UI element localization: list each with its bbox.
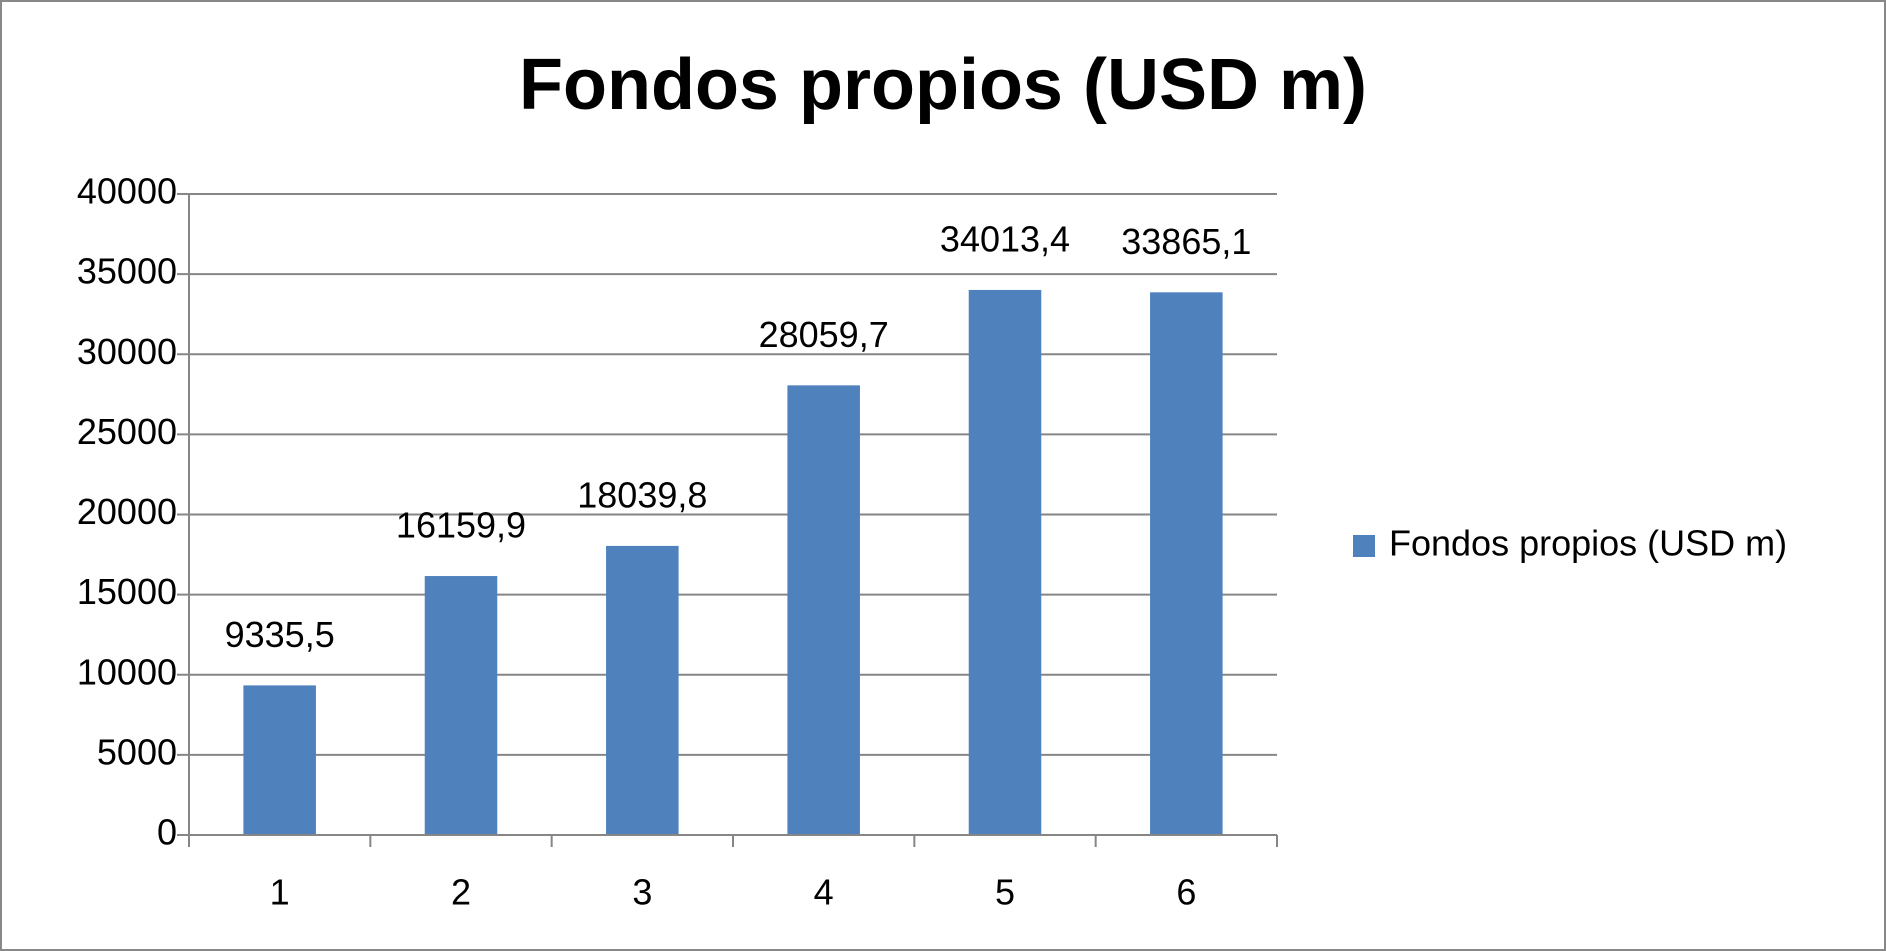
bar [787,385,860,835]
bar [243,685,316,835]
x-tick-label: 2 [451,872,471,913]
data-label: 33865,1 [1121,221,1251,262]
bar [424,576,498,835]
bar [968,289,1042,835]
data-label: 28059,7 [759,314,889,355]
data-label: 9335,5 [225,614,335,655]
x-tick-label: 4 [814,872,834,913]
y-tick-label: 10000 [77,651,177,692]
data-label: 34013,4 [940,218,1070,259]
y-tick-label: 25000 [77,411,177,452]
bar [606,545,679,835]
x-tick-label: 3 [632,872,652,913]
x-tick-label: 1 [270,872,290,913]
legend-swatch [1353,535,1375,557]
y-tick-label: 20000 [77,491,177,532]
legend-label: Fondos propios (USD m) [1389,523,1787,564]
y-tick-label: 30000 [77,331,177,372]
bar [1150,292,1223,835]
data-label: 16159,9 [396,505,526,546]
y-tick-label: 0 [157,812,177,853]
y-tick-label: 15000 [77,571,177,612]
x-tick-label: 5 [995,872,1015,913]
data-label: 18039,8 [577,474,707,515]
y-tick-label: 5000 [97,731,177,772]
y-tick-label: 40000 [77,171,177,212]
x-tick-label: 6 [1176,872,1196,913]
y-tick-label: 35000 [77,251,177,292]
chart-title: Fondos propios (USD m) [519,45,1367,125]
